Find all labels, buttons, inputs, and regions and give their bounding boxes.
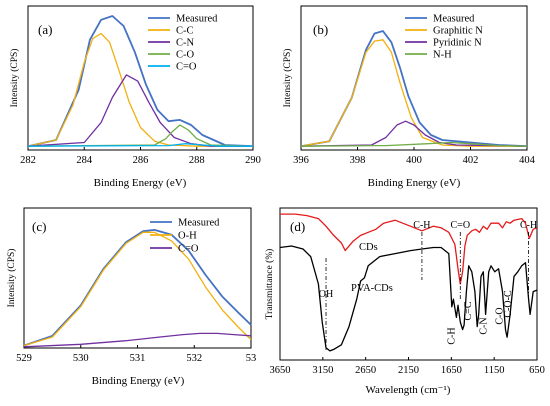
series-line-measured [23,229,252,347]
series-line-c-c [27,32,253,147]
series-line-c-n [27,74,253,147]
x-tick-label: 1650 [441,365,462,376]
x-tick-label: 532 [186,353,202,364]
x-tick-label: 402 [463,155,479,166]
x-tick-label: 398 [350,155,366,166]
ylabel-a: Intensity (CPS) [9,49,20,108]
series-line-graphitic-n [300,39,527,147]
panel-label-c: (c) [32,219,46,234]
series-line-o-h [23,231,252,347]
x-tick-label: 288 [189,155,205,166]
panel-b: (b) Intensity (CPS) Binding Energy (eV) … [282,5,536,189]
x-ticks-a: 282 284 286 288 290 [20,147,261,166]
x-tick-label: 2150 [398,365,419,376]
ylabel-b: Intensity (CPS) [282,49,293,108]
curves-d [279,213,538,352]
xlabel-b: Binding Energy (eV) [368,177,461,189]
x-tick-label: 2650 [355,365,376,376]
curves-c [23,229,252,348]
legend-label: C-C [176,26,194,37]
series-line-c-o [23,332,252,348]
band-annotation: C-H [520,220,537,231]
band-annotation: OH [319,289,333,300]
x-tick-label: 3150 [312,365,333,376]
panel-a: (a) Intensity (CPS) Binding Energy (eV) … [9,5,261,189]
x-tick-label: 286 [133,155,149,166]
xlabel-d: Wavelength (cm⁻¹) [366,384,451,396]
curve-label-pva-cds: PVA-CDs [351,283,393,294]
x-tick-label: 531 [130,353,146,364]
panel-label-d: (d) [290,219,305,234]
curve-label-cds: CDs [359,242,378,253]
legend-label: Graphitic N [433,26,483,37]
band-annotation: C=C [463,301,474,320]
x-tick-label: 53 [246,353,257,364]
x-tick-label: 529 [16,353,32,364]
x-tick-label: 400 [406,155,422,166]
series-line-c-o [27,143,253,147]
series-line-n-h [300,141,528,147]
xlabel-c: Binding Energy (eV) [92,375,185,387]
series-line-measured [300,30,528,148]
legend-label: O-H [178,231,197,242]
panel-c: (c) Intensity (CPS) Binding Energy (eV) … [6,207,257,387]
series-line-pyridinic-n [300,120,528,147]
ylabel-c: Intensity (CPS) [6,249,17,308]
x-tick-label: 3650 [270,365,291,376]
band-annotation: C-H [413,220,430,231]
x-tick-label: 530 [73,353,89,364]
x-tick-label: 290 [245,155,261,166]
legend-label: C-N [176,38,195,49]
band-annotation: C-N [479,317,490,334]
series-line-c-o [27,124,254,147]
series-line-cds [280,213,538,285]
legend-c: Measured O-H C=O [150,218,220,255]
x-ticks-d: 3650 3150 2650 2150 1650 1150 650 [270,357,545,376]
curves-b [300,30,528,148]
legend-label: Measured [433,14,475,25]
band-annotation: C-O-C [503,290,514,318]
x-ticks-b: 396 398 400 402 404 [293,147,536,166]
legend-label: Pyridinic N [433,38,482,49]
ylabel-d: Transmittance (%) [264,249,275,320]
legend-label: C=O [178,244,199,255]
x-tick-label: 404 [519,155,536,166]
legend-label: C-O [176,50,195,61]
curves-a [27,15,254,148]
x-tick-label: 284 [76,155,93,166]
panel-label-a: (a) [38,22,52,37]
panel-d: (d) Transmittance (%) Wavelength (cm⁻¹) … [264,207,545,396]
legend-label: Measured [176,14,218,25]
legend-label: Measured [178,218,220,229]
series-line-pva-cds [279,245,538,352]
x-tick-label: 650 [529,365,545,376]
band-annotation: C-H [446,327,457,344]
band-annotation: C=O [451,220,471,231]
xlabel-a: Binding Energy (eV) [94,177,187,189]
x-tick-label: 1150 [484,365,505,376]
annotations-d: OH C-H C=O C-H C-H C=C C-N C-OC-O-C [319,220,537,350]
x-tick-label: 282 [20,155,36,166]
band-annotation: C-O [495,307,506,324]
plot-frame-c [23,207,252,349]
legend-label: C=O [176,62,197,73]
x-tick-label: 396 [293,155,309,166]
panel-label-b: (b) [313,22,328,37]
legend-label: N-H [433,50,452,61]
